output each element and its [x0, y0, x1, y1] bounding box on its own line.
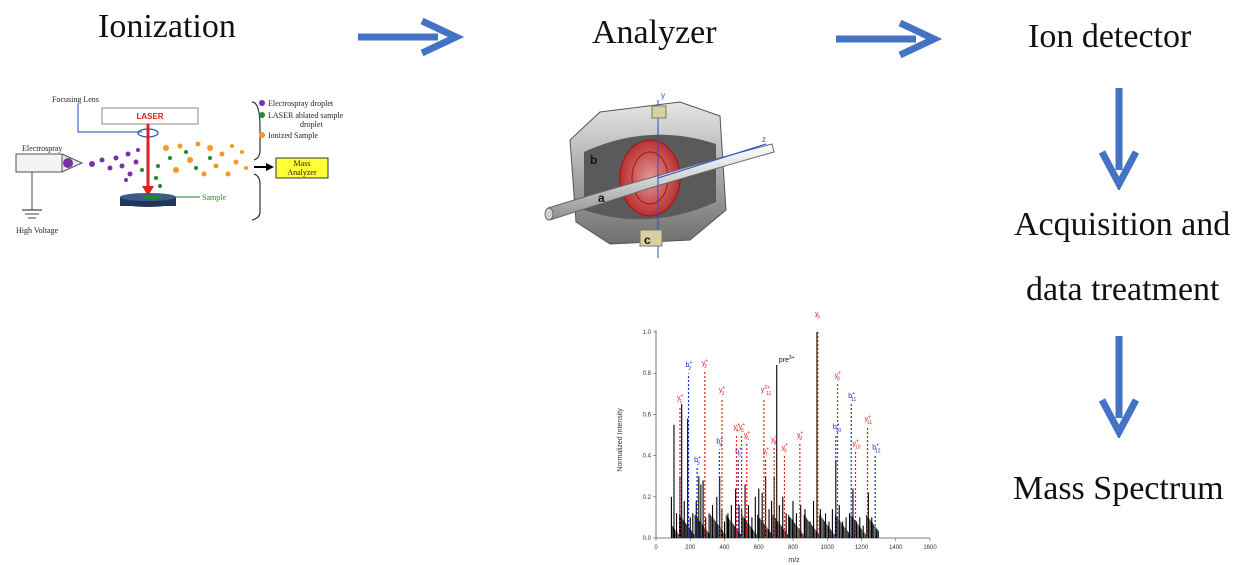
- y-ion-label: y+ 9: [797, 430, 804, 442]
- sample-label: Sample: [202, 193, 226, 202]
- b-ion-label: b+ 5: [735, 447, 742, 459]
- axis-y-label: y: [661, 91, 665, 100]
- step-ion-detector-label: Ion detector: [1028, 18, 1192, 55]
- y-tick-label: 0.2: [643, 495, 652, 501]
- y-tick-label: 0.6: [643, 412, 652, 418]
- legend-laser-ablated-line2: droplet: [300, 120, 323, 129]
- electrode-c-label: c: [644, 233, 651, 247]
- y-ion-label: y+6: [815, 312, 822, 321]
- y-axis-label: Normalized Intensity: [617, 408, 624, 472]
- droplet-cloud: [89, 141, 248, 188]
- step-acquisition-label-line1: Acquisition and: [1014, 206, 1231, 243]
- y-ion-label: y+ 4: [733, 422, 740, 434]
- x-tick-label: 1000: [821, 545, 835, 551]
- legend-laser-ablated: LASER ablated sample: [268, 111, 344, 120]
- x-tick-label: 200: [685, 545, 696, 551]
- y-ion-label: y+ 11: [864, 414, 872, 426]
- b-ion-label: b+ 3: [694, 455, 701, 467]
- x-tick-label: 400: [719, 545, 730, 551]
- legend-marker: [259, 112, 265, 118]
- x-tick-label: 1600: [923, 545, 937, 551]
- arrow-down-icon: [1098, 88, 1140, 190]
- b-ion-label: b+ 2: [686, 360, 693, 372]
- y-ion-label: y+ 7: [763, 447, 770, 459]
- x-tick-label: 600: [754, 545, 765, 551]
- electrode-a-label: a: [598, 191, 605, 205]
- high-voltage-label: High Voltage: [16, 226, 59, 235]
- mass-analyzer-box: [275, 157, 329, 179]
- step-analyzer-label: Analyzer: [592, 14, 717, 51]
- electrode-b-label: b: [590, 153, 597, 167]
- b-ion-label: b+ 12: [872, 443, 881, 455]
- arrow-right-icon: [836, 20, 943, 59]
- b-ion-label: b+ 4: [716, 436, 723, 448]
- mass-analyzer-label-line2: Analyzer: [287, 168, 317, 177]
- x-tick-label: 0: [654, 545, 658, 551]
- laser-box: [101, 107, 199, 125]
- electrospray-capillary: [15, 153, 63, 173]
- y-ion-label: y+ 9: [781, 443, 788, 455]
- y-ion-label: y+ 5: [739, 422, 746, 434]
- legend-ionized-sample: Ionized Sample: [268, 131, 318, 140]
- y-ion-label: y+6: [744, 430, 751, 442]
- y-tick-label: 0.0: [643, 536, 652, 542]
- orbitrap-analyzer-illustration: y z b a c: [544, 91, 775, 258]
- legend-marker: [259, 132, 265, 138]
- y-ion-label: y+ 8: [835, 371, 842, 383]
- y-ion-label: y2+ 11: [761, 385, 772, 397]
- x-tick-label: 800: [788, 545, 799, 551]
- ionization-schematic: Focusing Lens LASER Sample Electrospray …: [15, 95, 344, 235]
- b-ion-label: b+ 11: [848, 391, 856, 403]
- mass-analyzer-label-line1: Mass: [294, 159, 311, 168]
- electrospray-label: Electrospray: [22, 144, 62, 153]
- legend-electrospray-droplet: Electrospray droplet: [268, 99, 334, 108]
- y-ion-label: y+ 10: [853, 438, 861, 450]
- legend-marker: [259, 100, 265, 106]
- y-tick-label: 0.4: [643, 454, 652, 460]
- arrow-down-icon: [1098, 336, 1140, 438]
- focusing-lens-label: Focusing Lens: [52, 95, 99, 104]
- y-tick-label: 0.8: [643, 371, 652, 377]
- step-mass-spectrum-label: Mass Spectrum: [1013, 470, 1224, 507]
- y-ion-label: y+ 3: [719, 385, 726, 397]
- y-ion-label: y+ 8: [771, 434, 778, 446]
- x-axis-label: m/z: [788, 557, 800, 564]
- y-ion-label: y+ 1: [677, 393, 684, 405]
- x-tick-label: 1400: [889, 545, 903, 551]
- y-ion-label: y+ 2: [702, 358, 709, 370]
- arrow-right-icon: [358, 18, 465, 57]
- central-spindle: [547, 143, 775, 221]
- axis-z-label: z: [762, 135, 766, 144]
- mass-spectrum-chart: 0 200 400 600 800 1000 1200 1400 1600 0.0 0.2 0.4 0.…: [617, 312, 937, 564]
- step-ionization-label: Ionization: [98, 8, 236, 45]
- x-tick-label: 1200: [855, 545, 869, 551]
- laser-label: LASER: [136, 112, 163, 121]
- y-tick-label: 1.0: [643, 330, 652, 336]
- step-acquisition-label-line2: data treatment: [1026, 271, 1220, 308]
- precursor-label: pre3+: [779, 355, 795, 364]
